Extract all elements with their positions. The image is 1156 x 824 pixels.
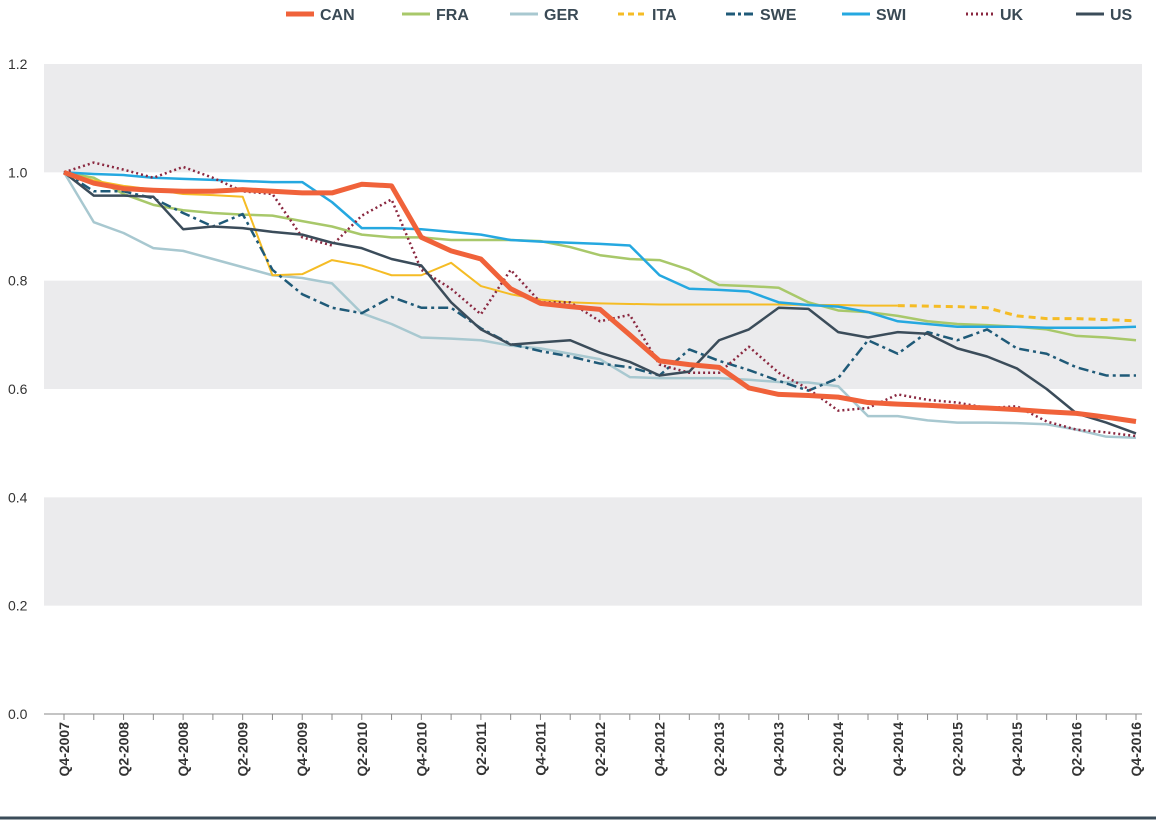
x-tick-label: Q2-2013	[711, 722, 727, 777]
x-tick-label: Q4-2010	[413, 722, 429, 777]
x-tick-label: Q4-2011	[532, 722, 548, 776]
series-line-ita	[63, 171, 898, 307]
x-tick-label: Q2-2011	[473, 722, 489, 776]
series-line-us	[63, 171, 1137, 435]
series-line-swi	[63, 171, 1137, 330]
grid-bands	[44, 64, 1142, 606]
x-tick-label: Q4-2007	[56, 722, 72, 777]
legend-label: ITA	[652, 7, 677, 24]
series-line-ger	[62, 171, 1137, 439]
legend-item-swe: SWE	[726, 7, 797, 24]
grid-band	[44, 497, 1142, 606]
axes	[0, 713, 1156, 820]
y-tick-label: 0.4	[8, 489, 28, 505]
y-axis-ticks: 0.0 0.2 0.4 0.6 0.8 1.0 1.2	[8, 56, 28, 722]
y-tick-label: 1.0	[8, 164, 28, 180]
x-tick-label: Q2-2016	[1068, 722, 1084, 777]
legend: CAN FRA GER ITA SWE SWI UK US	[286, 7, 1133, 24]
x-tick-label: Q4-2013	[771, 722, 787, 777]
x-tick-label: Q4-2012	[652, 722, 668, 777]
series-lines	[62, 161, 1137, 439]
legend-item-can: CAN	[286, 7, 355, 24]
grid-band	[44, 64, 1142, 173]
series-line-ita-projected	[897, 304, 1137, 323]
x-tick-label: Q4-2015	[1009, 722, 1025, 777]
x-tick-label: Q4-2009	[294, 722, 310, 777]
legend-item-us: US	[1076, 7, 1133, 24]
x-tick-label: Q4-2008	[175, 722, 191, 777]
legend-label: US	[1110, 7, 1133, 24]
legend-item-swi: SWI	[842, 7, 906, 24]
legend-label: UK	[1000, 7, 1024, 24]
x-tick-label: Q4-2014	[890, 722, 906, 777]
x-tick-label: Q2-2009	[235, 722, 251, 777]
legend-item-ger: GER	[510, 7, 579, 24]
legend-label: FRA	[436, 7, 469, 24]
x-axis-ticks: Q4-2007 Q2-2008 Q4-2008 Q2-2009 Q4-2009 Q2-20…	[56, 714, 1144, 776]
x-tick-label: Q2-2014	[830, 722, 846, 777]
series-line-uk	[63, 161, 1137, 438]
x-tick-label: Q2-2015	[949, 722, 965, 777]
x-tick-label: Q2-2010	[354, 722, 370, 777]
legend-label: CAN	[320, 7, 355, 24]
x-tick-label: Q2-2012	[592, 722, 608, 777]
legend-label: SWI	[876, 7, 906, 24]
legend-label: SWE	[760, 7, 797, 24]
legend-item-ita: ITA	[618, 7, 677, 24]
x-tick-label: Q2-2008	[116, 722, 132, 777]
x-tick-label: Q4-2016	[1128, 722, 1144, 777]
y-tick-label: 0.2	[8, 598, 28, 614]
grid-band	[44, 280, 1142, 389]
y-tick-label: 0.6	[8, 381, 28, 397]
series-line-can	[63, 169, 1137, 424]
y-tick-label: 0.0	[8, 706, 28, 722]
y-tick-label: 1.2	[8, 56, 28, 72]
series-line-swe	[63, 171, 1136, 392]
legend-label: GER	[544, 7, 579, 24]
y-tick-label: 0.8	[8, 273, 28, 289]
legend-item-uk: UK	[966, 7, 1024, 24]
legend-item-fra: FRA	[402, 7, 469, 24]
